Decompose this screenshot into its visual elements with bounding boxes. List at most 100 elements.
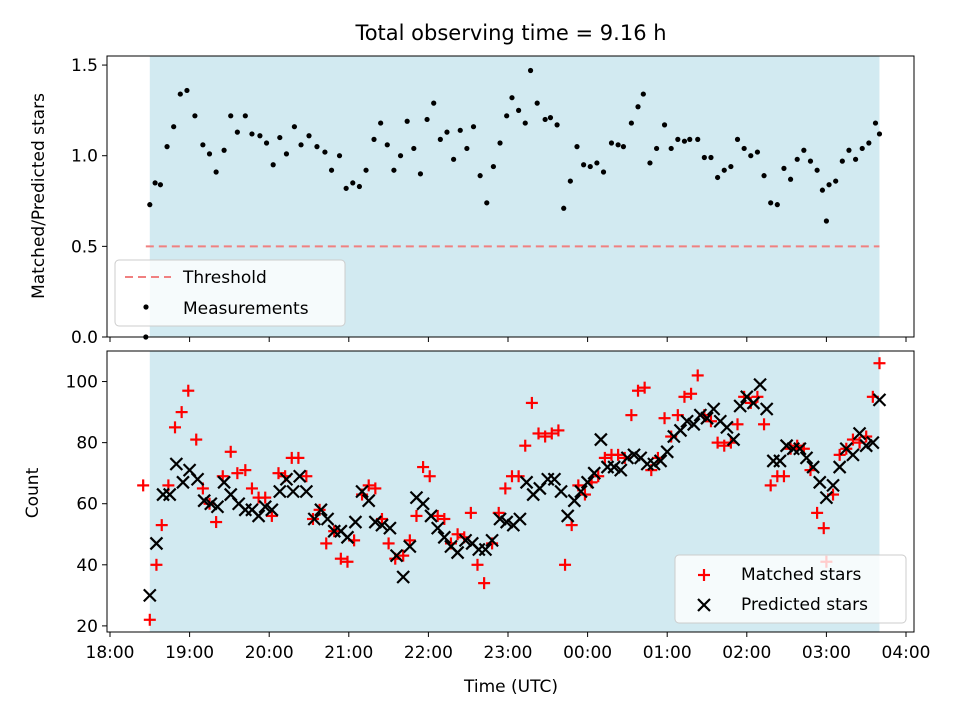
bottom-x-tick-label: 01:00 (643, 643, 692, 663)
predicted-star-marker (265, 503, 279, 517)
top-y-tick-label: 0.5 (71, 237, 98, 257)
measurement-point (490, 163, 497, 170)
measurement-point (581, 162, 587, 168)
matched-star-marker (169, 421, 182, 434)
bottom-x-tick-label: 22:00 (404, 643, 453, 663)
predicted-star-marker (812, 475, 827, 490)
predicted-star-marker (210, 499, 225, 514)
matched-star-marker (764, 479, 777, 492)
matched-star-marker (471, 558, 484, 571)
predicted-star-marker (567, 493, 582, 508)
matched-star-marker (545, 427, 558, 440)
measurement-point (600, 169, 607, 175)
measurement-point (522, 120, 528, 126)
measurement-point (695, 136, 701, 142)
measurement-point (787, 176, 794, 182)
bottom-plot-frame (106, 350, 915, 633)
matched-star-marker (341, 555, 354, 568)
measurement-point (781, 165, 787, 171)
measurement-point (470, 124, 477, 130)
measurement-point (701, 154, 707, 161)
matched-star-marker (190, 433, 203, 446)
measurement-point (336, 153, 343, 159)
measurement-points (143, 67, 883, 340)
predicted-star-marker (143, 588, 157, 603)
matched-star-marker (625, 409, 638, 422)
matched-star-marker (817, 522, 830, 535)
matched-star-marker (833, 448, 846, 461)
matched-star-marker (552, 424, 565, 437)
measurement-point (561, 205, 567, 211)
measurement-point (866, 140, 872, 146)
predicted-star-marker (726, 432, 741, 447)
predicted-star-marker (660, 445, 674, 459)
matched-star-marker (245, 482, 258, 495)
measurement-point (363, 167, 369, 173)
matched-star-marker (231, 467, 244, 480)
bottom-x-axis-label: Time (UTC) (463, 677, 558, 697)
measurement-point (741, 145, 747, 152)
matched-star-marker (150, 558, 163, 571)
measurement-point (356, 183, 363, 190)
measurement-point (819, 187, 826, 193)
bottom-y-axis: 20 40 60 80 100 (66, 373, 107, 637)
measurement-point (431, 100, 437, 106)
predicted-star-marker (773, 454, 787, 468)
matched-star-marker (182, 384, 195, 397)
matched-star-marker (731, 418, 744, 431)
predicted-star-marker (368, 515, 383, 529)
bottom-y-tick-label: 20 (76, 617, 98, 637)
measurement-point (814, 167, 820, 173)
predicted-star-marker (340, 530, 355, 545)
measurement-point (378, 120, 384, 126)
measurement-point (451, 156, 457, 162)
measurement-point (206, 151, 213, 157)
predicted-star-marker (162, 487, 177, 502)
measurement-point (306, 133, 312, 139)
predicted-star-marker (799, 451, 814, 465)
predicted-star-marker (547, 472, 562, 487)
predicted-star-marker (424, 509, 438, 523)
predicted-star-marker (396, 570, 410, 584)
measurement-point (754, 149, 761, 155)
bottom-x-axis: 18:00 19:00 20:00 21:00 22:00 23:00 00:00 01:00… (86, 632, 931, 663)
measurement-point (653, 145, 660, 152)
measurement-point (721, 167, 727, 173)
measurement-point (221, 147, 227, 153)
measurement-point (608, 140, 615, 146)
measurement-point (527, 67, 534, 74)
predicted-star-marker (759, 402, 774, 416)
matched-star-marker (658, 412, 671, 425)
measurement-point (647, 160, 653, 166)
predicted-star-marker (519, 475, 534, 490)
bottom-x-tick-label: 00:00 (563, 643, 612, 663)
measurement-point (748, 153, 754, 159)
measurement-point (728, 163, 734, 170)
matched-star-marker (369, 482, 382, 495)
measurement-point (457, 127, 463, 133)
predicted-star-marker (499, 515, 514, 529)
measurement-point (734, 136, 741, 142)
measurement-point (242, 113, 248, 119)
measurement-point (298, 142, 304, 148)
predicted-star-marker (383, 521, 397, 535)
matched-star-marker (598, 451, 611, 464)
measurement-point (554, 122, 560, 128)
predicted-star-marker (693, 408, 708, 422)
matched-star-marker (873, 357, 886, 370)
predicted-star-marker (866, 435, 880, 450)
predicted-star-marker (826, 478, 840, 493)
predicted-star-marker (197, 493, 211, 508)
predicted-star-marker (680, 414, 694, 429)
predicted-star-marker (806, 460, 820, 474)
predicted-star-marker (361, 493, 376, 508)
matched-star-marker (272, 467, 285, 480)
matched-star-marker (512, 470, 525, 483)
matched-star-marker (638, 381, 651, 394)
measurement-point (328, 167, 335, 173)
matched-star-marker (525, 396, 538, 409)
matched-star-marker (175, 406, 188, 419)
measurement-point (371, 136, 377, 142)
top-y-axis: 0.0 0.5 1.0 1.5 (71, 56, 107, 348)
